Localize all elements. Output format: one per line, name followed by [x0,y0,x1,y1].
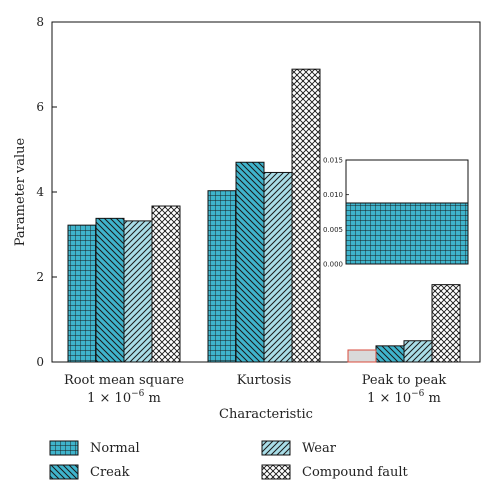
unit-exponent: −6 [131,389,145,399]
inset-chart: 0.000 0.005 0.010 0.015 [323,157,469,269]
legend-label-wear: Wear [302,441,337,456]
inset-tick-label: 0.000 [323,261,343,269]
bar-compound-fault-3 [431,284,461,363]
category-label: Kurtosis [237,373,292,388]
bar-normal-1 [67,224,97,363]
inset-tick-label: 0.010 [323,191,343,199]
bar-creak-3 [375,345,405,363]
legend-swatch-creak [49,464,79,480]
bar-creak-2 [235,161,265,363]
bar-compound-fault-1 [151,205,181,363]
y-tick-label: 2 [36,270,44,284]
unit-base: 1 × 10 [87,391,131,406]
category-label: Peak to peak [362,373,447,388]
y-tick-label: 8 [36,15,44,29]
unit-suffix: m [424,391,440,406]
inset-tick-label: 0.015 [323,157,343,165]
legend-swatch-wear [261,440,291,456]
x-axis-title: Characteristic [219,407,313,422]
bar-wear-2 [263,171,293,363]
legend-label-creak: Creak [90,465,130,480]
y-tick-label: 0 [36,355,44,369]
legend-label-compound-fault: Compound fault [302,465,409,480]
legend-label-normal: Normal [90,441,140,456]
bar-creak-1 [95,217,125,363]
y-tick-label: 6 [36,100,44,114]
y-axis: 0 2 4 6 8 [36,15,57,369]
category-unit-label: 1 × 10−6 m [367,389,441,406]
bar-group [67,68,461,363]
unit-exponent: −6 [411,389,425,399]
unit-suffix: m [144,391,160,406]
category-unit-label: 1 × 10−6 m [87,389,161,406]
y-axis-title: Parameter value [13,137,28,246]
category-label: Root mean square [64,373,184,388]
legend: Normal Creak Wear Compound fault [49,440,409,480]
bar-wear-3 [403,340,433,363]
bar-compound-fault-2 [291,68,321,363]
unit-base: 1 × 10 [367,391,411,406]
legend-swatch-compound-fault [261,464,291,480]
inset-bar-normal [345,202,469,265]
y-tick-label: 4 [36,185,44,199]
bar-normal-2 [207,190,237,363]
zoom-callout-box [347,349,377,363]
legend-swatch-normal [49,440,79,456]
inset-tick-label: 0.005 [323,226,343,234]
bar-wear-1 [123,220,153,363]
